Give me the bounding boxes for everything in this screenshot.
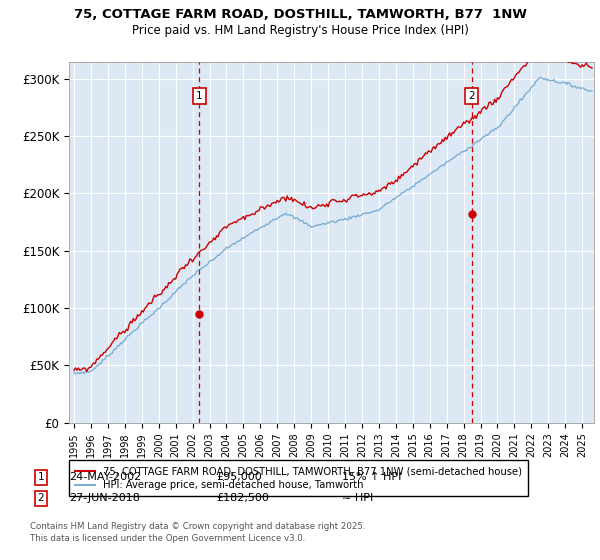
Text: 24-MAY-2002: 24-MAY-2002 xyxy=(69,472,141,482)
Text: This data is licensed under the Open Government Licence v3.0.: This data is licensed under the Open Gov… xyxy=(30,534,305,543)
Text: 75, COTTAGE FARM ROAD, DOSTHILL, TAMWORTH, B77  1NW: 75, COTTAGE FARM ROAD, DOSTHILL, TAMWORT… xyxy=(74,8,527,21)
Text: 2: 2 xyxy=(37,493,44,503)
Text: 1: 1 xyxy=(37,472,44,482)
Text: ≈ HPI: ≈ HPI xyxy=(342,493,373,503)
Text: Price paid vs. HM Land Registry's House Price Index (HPI): Price paid vs. HM Land Registry's House … xyxy=(131,24,469,36)
Text: 2: 2 xyxy=(469,91,475,101)
Text: £182,500: £182,500 xyxy=(216,493,269,503)
Text: £95,000: £95,000 xyxy=(216,472,262,482)
Legend: 75, COTTAGE FARM ROAD, DOSTHILL, TAMWORTH, B77 1NW (semi-detached house), HPI: A: 75, COTTAGE FARM ROAD, DOSTHILL, TAMWORT… xyxy=(69,460,528,496)
Text: 1: 1 xyxy=(196,91,203,101)
Text: 27-JUN-2018: 27-JUN-2018 xyxy=(69,493,140,503)
Text: Contains HM Land Registry data © Crown copyright and database right 2025.: Contains HM Land Registry data © Crown c… xyxy=(30,522,365,531)
Text: 15% ↑ HPI: 15% ↑ HPI xyxy=(342,472,401,482)
